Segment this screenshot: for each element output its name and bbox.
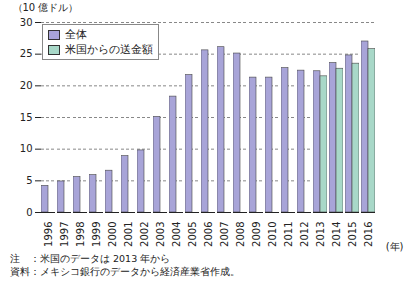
svg-text:（10 億ドル）: （10 億ドル） bbox=[13, 2, 79, 13]
svg-text:2013: 2013 bbox=[315, 222, 326, 247]
html-text:注 ：米国のデータは 2013 年から: 注 ：米国のデータは 2013 年から bbox=[10, 253, 171, 264]
svg-text:2006: 2006 bbox=[203, 222, 214, 247]
svg-text:2003: 2003 bbox=[155, 222, 166, 247]
html-text:資料：メキシコ銀行のデータから経済産業省作成。: 資料：メキシコ銀行のデータから経済産業省作成。 bbox=[10, 266, 240, 277]
svg-text:2004: 2004 bbox=[171, 222, 182, 247]
svg-text:2001: 2001 bbox=[123, 222, 134, 247]
svg-text:5: 5 bbox=[26, 175, 32, 186]
svg-text:2012: 2012 bbox=[299, 222, 310, 247]
svg-text:1997: 1997 bbox=[59, 222, 70, 247]
svg-text:(年): (年) bbox=[386, 241, 404, 252]
svg-text:2000: 2000 bbox=[107, 222, 118, 247]
svg-text:2011: 2011 bbox=[283, 222, 294, 247]
html-text:米国からの送金額: 米国からの送金額 bbox=[65, 43, 153, 56]
svg-text:2009: 2009 bbox=[251, 222, 262, 247]
svg-text:2005: 2005 bbox=[187, 222, 198, 247]
svg-text:2016: 2016 bbox=[363, 222, 374, 247]
svg-text:1998: 1998 bbox=[75, 222, 86, 247]
svg-text:1996: 1996 bbox=[43, 222, 54, 247]
svg-text:1999: 1999 bbox=[91, 222, 102, 247]
svg-text:10: 10 bbox=[20, 143, 33, 154]
svg-text:15: 15 bbox=[20, 112, 33, 123]
svg-text:2015: 2015 bbox=[347, 222, 358, 247]
svg-text:2002: 2002 bbox=[139, 222, 150, 247]
svg-text:2008: 2008 bbox=[235, 222, 246, 247]
svg-text:2010: 2010 bbox=[267, 222, 278, 247]
svg-text:25: 25 bbox=[20, 48, 33, 59]
svg-text:0: 0 bbox=[26, 207, 32, 218]
svg-text:2007: 2007 bbox=[219, 222, 230, 247]
svg-text:30: 30 bbox=[20, 17, 33, 28]
html-text:全体: 全体 bbox=[65, 28, 87, 41]
svg-text:20: 20 bbox=[20, 80, 33, 91]
svg-text:2014: 2014 bbox=[331, 222, 342, 247]
